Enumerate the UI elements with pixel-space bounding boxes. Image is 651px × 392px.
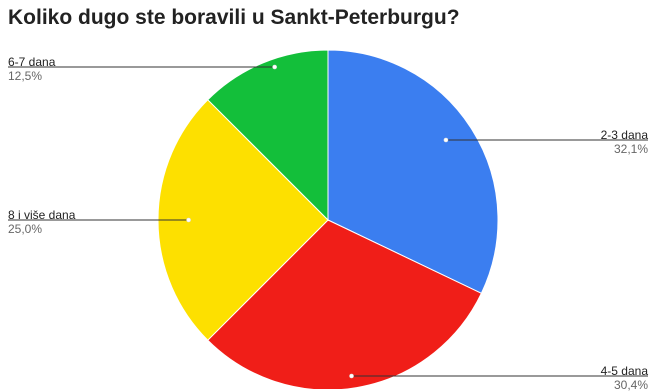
leader-dot-1 [443, 137, 449, 143]
slice-label-name-4: 6-7 dana [8, 55, 56, 69]
leader-dot-4 [272, 64, 277, 70]
slice-label-2: 4-5 dana 30,4% [601, 364, 648, 392]
slice-label-1: 2-3 dana 32,1% [601, 128, 648, 156]
slice-label-4: 6-7 dana 12,5% [8, 55, 55, 83]
slice-label-value-2: 30,4% [613, 378, 648, 392]
leader-dot-3 [186, 217, 191, 223]
slice-label-name-2: 4-5 dana [600, 364, 648, 378]
pie-slice-2 [207, 219, 483, 389]
slice-label-3: 8 i više dana 25,0% [8, 208, 75, 236]
pie-slice-4 [207, 49, 329, 222]
slice-label-value-4: 12,5% [8, 69, 43, 83]
leader-dot-2 [349, 373, 354, 379]
slice-label-name-3: 8 i više dana [8, 208, 76, 222]
chart-title: Koliko dugo ste boravili u Sankt-Peterbu… [8, 6, 460, 29]
slice-label-value-1: 32,1% [613, 142, 648, 156]
slice-label-name-1: 2-3 dana [600, 128, 648, 142]
slice-label-value-3: 25,0% [8, 222, 43, 236]
pie-slice-1 [327, 49, 499, 295]
